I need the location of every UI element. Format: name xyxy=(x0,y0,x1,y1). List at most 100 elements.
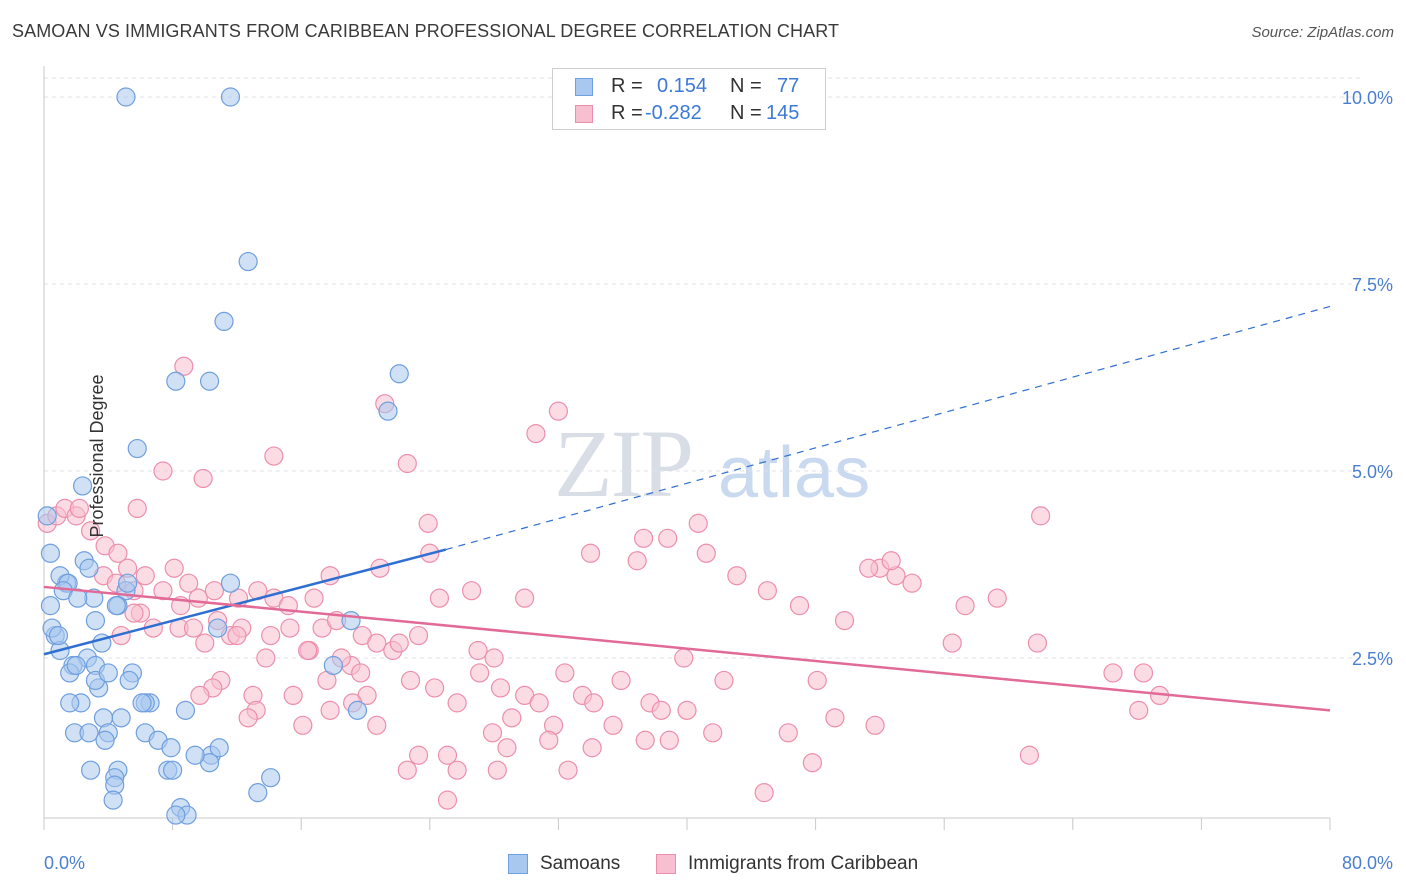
x-tick-label-max: 80.0% xyxy=(1342,853,1393,873)
caribbean-point xyxy=(677,700,697,720)
caribbean-point xyxy=(468,640,488,661)
caribbean-point xyxy=(81,521,101,541)
samoan-point xyxy=(66,655,86,676)
watermark-zip: ZIP xyxy=(554,410,694,517)
samoan-point xyxy=(37,506,57,526)
caribbean-point xyxy=(261,625,281,646)
legend-r-value: 0.154 xyxy=(657,75,708,97)
caribbean-point xyxy=(859,558,879,578)
samoan-point xyxy=(48,625,69,646)
caribbean-point xyxy=(611,670,631,691)
y-tick-label: 10.0% xyxy=(1342,88,1393,108)
caribbean-point xyxy=(408,625,429,646)
samoan-point xyxy=(389,364,409,384)
caribbean-point xyxy=(304,588,324,608)
legend-r-value: -0.282 xyxy=(645,102,702,124)
caribbean-point xyxy=(497,738,517,758)
caribbean-point xyxy=(865,715,885,735)
caribbean-point xyxy=(789,596,810,616)
caribbean-point xyxy=(397,760,417,780)
caribbean-point xyxy=(425,678,445,698)
caribbean-point xyxy=(437,790,458,810)
caribbean-point xyxy=(183,618,204,638)
caribbean-point xyxy=(1133,663,1154,683)
caribbean-point xyxy=(188,588,208,608)
caribbean-point xyxy=(470,663,490,683)
caribbean-point xyxy=(135,566,155,586)
samoan-point xyxy=(220,573,241,593)
caribbean-point xyxy=(447,693,467,713)
legend-swatch-pink xyxy=(575,105,593,123)
legend-r-key: R = xyxy=(611,102,643,124)
samoan-point xyxy=(81,760,101,780)
caribbean-point xyxy=(1019,745,1039,765)
samoan-point xyxy=(378,401,398,421)
caribbean-point xyxy=(555,663,575,683)
caribbean-point xyxy=(1129,700,1149,720)
caribbean-point xyxy=(942,633,962,653)
y-axis-label: Professional Degree xyxy=(87,374,108,538)
caribbean-point xyxy=(204,581,224,601)
samoan-point xyxy=(79,723,99,743)
caribbean-point xyxy=(429,588,450,608)
caribbean-point xyxy=(108,543,128,563)
samoan-point xyxy=(119,670,139,691)
legend-n-value: 145 xyxy=(766,102,800,124)
bottom-legend-label: Immigrants from Caribbean xyxy=(688,853,919,874)
caribbean-point xyxy=(714,670,734,691)
samoan-point xyxy=(117,573,138,593)
caribbean-point xyxy=(582,738,602,758)
caribbean-point xyxy=(502,708,522,728)
samoan-point xyxy=(175,700,196,720)
samoan-point xyxy=(166,805,186,825)
caribbean-point xyxy=(367,633,387,653)
caribbean-point xyxy=(548,401,569,421)
caribbean-point xyxy=(825,708,845,728)
caribbean-point xyxy=(603,715,623,735)
caribbean-point xyxy=(264,446,284,466)
samoan-trend-dashed xyxy=(445,305,1331,551)
caribbean-point xyxy=(703,723,723,743)
caribbean-point xyxy=(727,566,747,586)
legend-swatch-blue xyxy=(575,78,593,96)
caribbean-point xyxy=(164,558,184,578)
caribbean-point xyxy=(633,528,654,548)
caribbean-point xyxy=(400,670,421,691)
samoan-point xyxy=(261,768,281,788)
caribbean-trend xyxy=(43,585,1331,712)
samoan-point xyxy=(72,476,93,496)
y-tick-label: 2.5% xyxy=(1352,649,1393,669)
caribbean-point xyxy=(124,603,144,623)
caribbean-point xyxy=(881,551,901,571)
samoan-point xyxy=(98,663,118,683)
caribbean-point xyxy=(256,648,276,668)
caribbean-point xyxy=(367,715,387,735)
samoan-point xyxy=(238,251,258,272)
samoan-point xyxy=(209,738,229,758)
caribbean-point xyxy=(298,640,318,661)
caribbean-point xyxy=(526,424,546,444)
legend-r-key: R = xyxy=(611,75,643,97)
caribbean-point xyxy=(490,678,511,698)
caribbean-point xyxy=(389,633,409,653)
samoan-trend-solid xyxy=(43,548,447,656)
caribbean-point xyxy=(193,468,213,489)
caribbean-point xyxy=(195,633,215,653)
samoan-point xyxy=(214,311,234,331)
x-tick-label-min: 0.0% xyxy=(44,853,85,873)
caribbean-point xyxy=(515,588,535,608)
caribbean-point xyxy=(558,760,578,780)
caribbean-point xyxy=(408,745,429,765)
caribbean-point xyxy=(351,663,371,683)
samoan-point xyxy=(95,730,115,750)
samoan-point xyxy=(248,783,268,803)
caribbean-point xyxy=(174,356,194,376)
caribbean-point xyxy=(482,723,503,743)
caribbean-point xyxy=(1103,663,1123,683)
samoan-point xyxy=(166,371,186,391)
caribbean-point xyxy=(1027,633,1048,653)
caribbean-point xyxy=(487,760,507,780)
caribbean-point xyxy=(293,715,313,735)
caribbean-point xyxy=(987,588,1007,608)
